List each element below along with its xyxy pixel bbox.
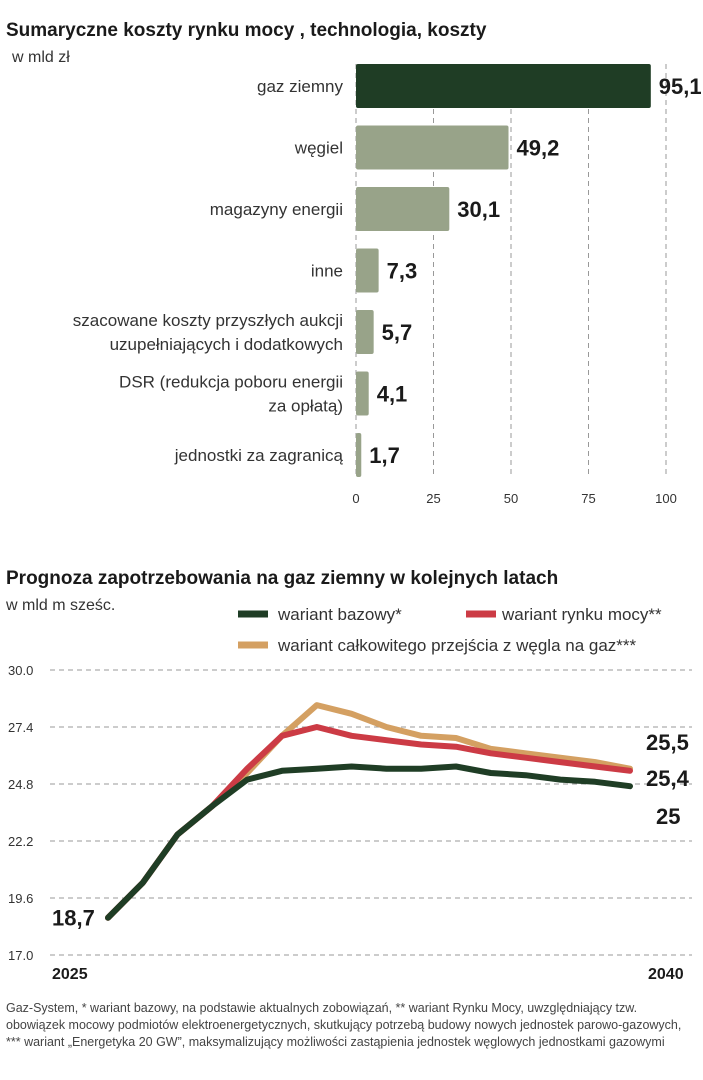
line-chart-subtitle: w mld m sześc. bbox=[5, 597, 115, 614]
bar-category-label: DSR (redukcja poboru energii bbox=[119, 373, 343, 392]
line-chart: Prognoza zapotrzebowania na gaz ziemny w… bbox=[5, 568, 692, 983]
x-axis-start-label: 2025 bbox=[52, 966, 88, 983]
bar bbox=[356, 187, 450, 231]
line-y-tick-label: 17.0 bbox=[8, 948, 33, 963]
bar-category-label: uzupełniających i dodatkowych bbox=[110, 335, 343, 354]
line-y-tick-label: 30.0 bbox=[8, 663, 33, 678]
end-label-base: 25 bbox=[656, 804, 680, 829]
bar-category-label: za opłatą) bbox=[268, 397, 343, 416]
bar-value-label: 7,3 bbox=[387, 259, 418, 284]
bar-value-label: 30,1 bbox=[457, 197, 500, 222]
bar bbox=[356, 433, 362, 477]
start-value-label: 18,7 bbox=[52, 906, 95, 931]
source-footnote: Gaz-System, * wariant bazowy, na podstaw… bbox=[6, 1001, 682, 1049]
line-y-tick-label: 24.8 bbox=[8, 777, 33, 792]
bar-chart-title: Sumaryczne koszty rynku mocy , technolog… bbox=[6, 20, 487, 41]
line-chart-title: Prognoza zapotrzebowania na gaz ziemny w… bbox=[6, 568, 558, 589]
bar-chart-subtitle: w mld zł bbox=[11, 49, 70, 66]
bar-x-tick-label: 75 bbox=[581, 491, 595, 506]
bar-chart-x-ticks: 0 25 50 75 100 bbox=[352, 491, 676, 506]
bar-category-label: jednostki za zagranicą bbox=[174, 446, 344, 465]
bar bbox=[356, 125, 509, 170]
bar-x-tick-label: 0 bbox=[352, 491, 359, 506]
x-axis-end-label: 2040 bbox=[648, 966, 684, 983]
line-y-tick-label: 27.4 bbox=[8, 720, 33, 735]
bar bbox=[356, 310, 374, 354]
chart-canvas: Sumaryczne koszty rynku mocy , technolog… bbox=[5, 20, 702, 983]
legend-label-transition: wariant całkowitego przejścia z węgla na… bbox=[277, 636, 637, 655]
legend-label-base: wariant bazowy* bbox=[277, 605, 402, 624]
bar-category-label: magazyny energii bbox=[210, 200, 343, 219]
bar-x-tick-label: 25 bbox=[426, 491, 440, 506]
end-label-market: 25,4 bbox=[646, 766, 690, 791]
bar-category-label: inne bbox=[311, 262, 343, 281]
bar-chart: Sumaryczne koszty rynku mocy , technolog… bbox=[6, 20, 702, 506]
line-y-tick-label: 22.2 bbox=[8, 834, 33, 849]
line-y-tick-label: 19.6 bbox=[8, 891, 33, 906]
legend-label-market: wariant rynku mocy** bbox=[501, 605, 662, 624]
line-chart-labels: 18,7 25,5 25,4 25 2025 2040 bbox=[52, 730, 690, 983]
bar-value-label: 1,7 bbox=[369, 443, 400, 468]
bar bbox=[356, 64, 651, 108]
bar-value-label: 4,1 bbox=[377, 382, 408, 407]
legend: wariant bazowy* wariant rynku mocy** war… bbox=[238, 605, 662, 655]
bar-category-label: węgiel bbox=[294, 139, 343, 158]
bar-chart-bars: 95,1 gaz ziemny 49,2 węgiel 30,1 magazyny ene… bbox=[73, 64, 702, 477]
bar-value-label: 5,7 bbox=[382, 320, 413, 345]
bar-x-tick-label: 100 bbox=[655, 491, 677, 506]
bar bbox=[356, 248, 379, 293]
series-line-base bbox=[105, 763, 633, 921]
end-label-transition: 25,5 bbox=[646, 730, 689, 755]
bar-value-label: 95,1 bbox=[659, 74, 702, 99]
bar-x-tick-label: 50 bbox=[504, 491, 518, 506]
bar-category-label: gaz ziemny bbox=[257, 77, 343, 96]
bar-value-label: 49,2 bbox=[517, 136, 560, 161]
line-chart-series bbox=[105, 702, 633, 921]
bar-category-label: szacowane koszty przyszłych aukcji bbox=[73, 311, 343, 330]
bar bbox=[356, 371, 369, 416]
